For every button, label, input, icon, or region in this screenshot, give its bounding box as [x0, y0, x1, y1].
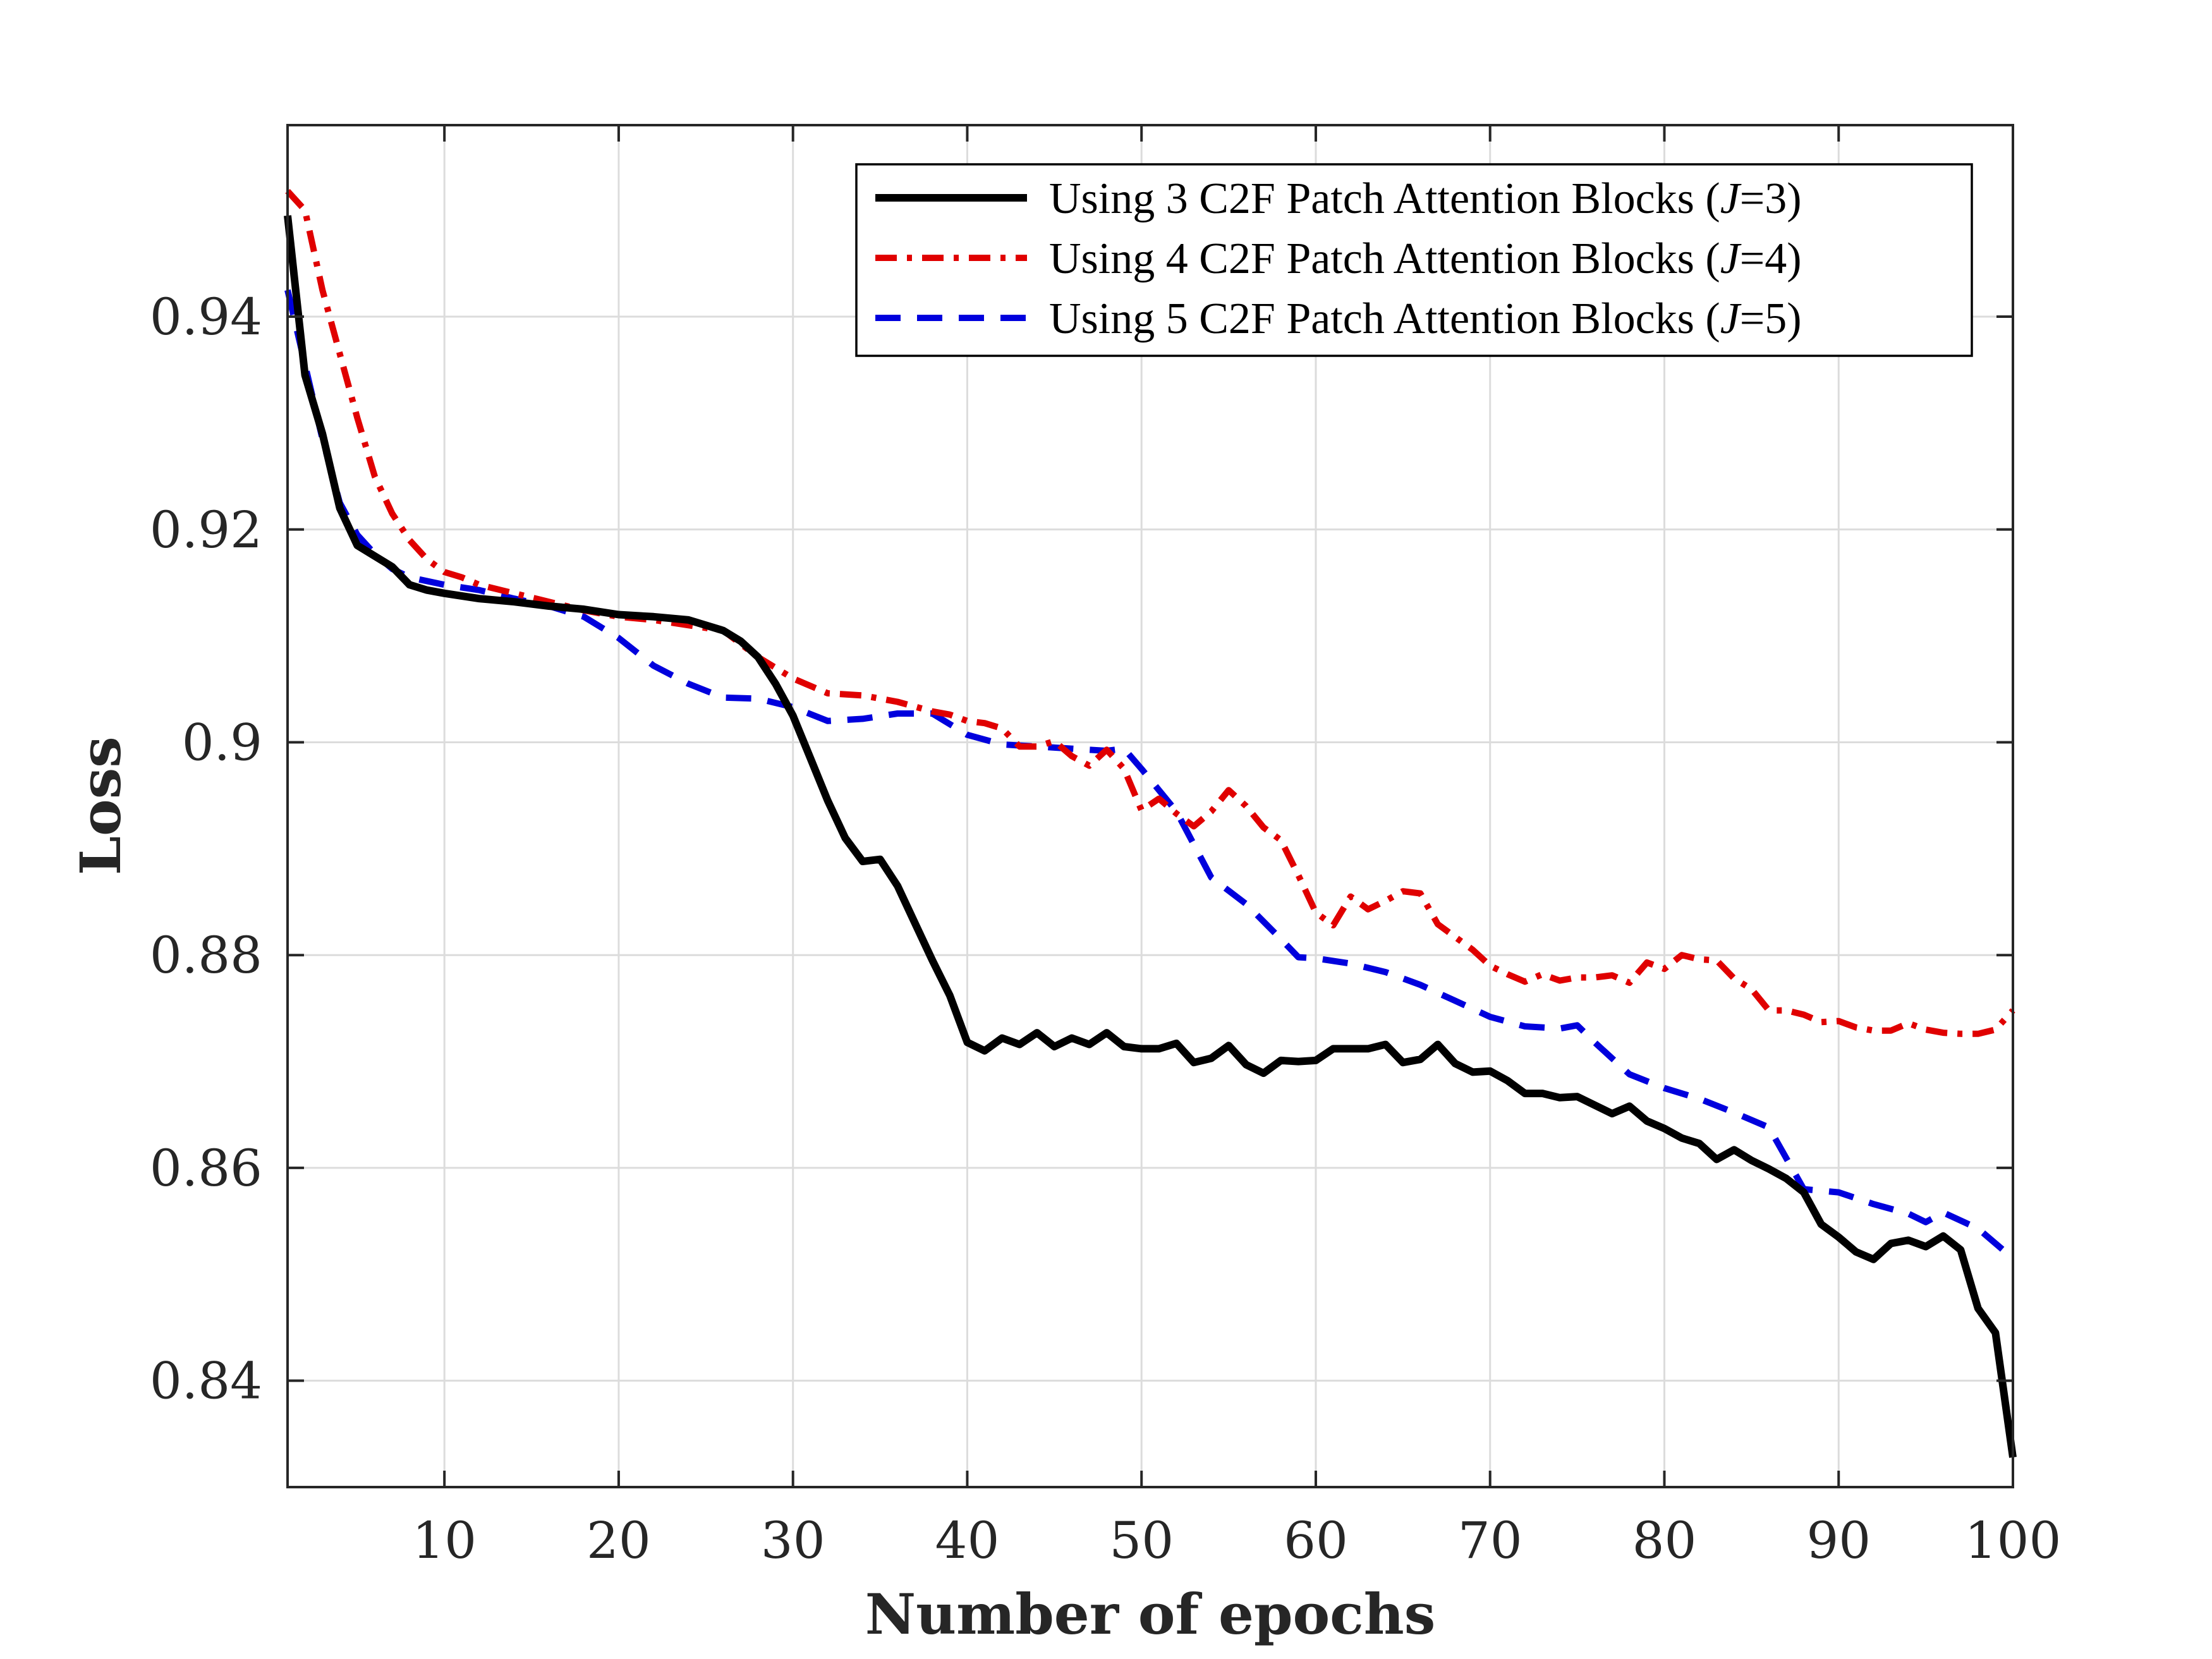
y-tick-label: 0.94: [150, 288, 262, 346]
plot-box: [286, 124, 2014, 1488]
axis-ticks: [288, 125, 2014, 1487]
y-tick-label: 0.86: [150, 1139, 262, 1198]
series-line-1: [284, 215, 2017, 1458]
x-axis-title: Number of epochs: [865, 1581, 1436, 1647]
legend-box: [855, 163, 1973, 357]
y-tick-label: 0.88: [150, 926, 262, 985]
x-tick-label: 80: [1632, 1511, 1697, 1570]
x-tick-label: 70: [1458, 1511, 1522, 1570]
legend-entry-1: Using 3 C2F Patch Attention Blocks (J=3): [1049, 174, 1802, 223]
data-series: [284, 189, 2017, 1458]
x-tick-label: 100: [1965, 1511, 2062, 1570]
series-line-3: [284, 289, 2015, 1261]
legend-entry-3: Using 5 C2F Patch Attention Blocks (J=5): [1049, 295, 1802, 343]
legend-entry-2: Using 4 C2F Patch Attention Blocks (J=4): [1049, 234, 1802, 283]
y-tick-label: 0.84: [150, 1352, 262, 1411]
y-axis-title: Loss: [68, 736, 133, 875]
x-tick-label: 40: [935, 1511, 1000, 1570]
x-tick-label: 50: [1109, 1511, 1174, 1570]
x-tick-label: 30: [761, 1511, 825, 1570]
tick-labels: 10 20 30 40 50 60 70 80 90 100 0.84 0.86 0.88 0.9 0.92…: [150, 288, 2061, 1570]
x-tick-label: 90: [1806, 1511, 1871, 1570]
legend: Using 3 C2F Patch Attention Blocks (J=3)…: [855, 163, 1973, 357]
y-tick-label: 0.9: [182, 713, 262, 772]
x-tick-label: 60: [1284, 1511, 1348, 1570]
x-tick-label: 10: [412, 1511, 477, 1570]
y-tick-label: 0.92: [150, 501, 262, 559]
x-tick-label: 20: [586, 1511, 651, 1570]
